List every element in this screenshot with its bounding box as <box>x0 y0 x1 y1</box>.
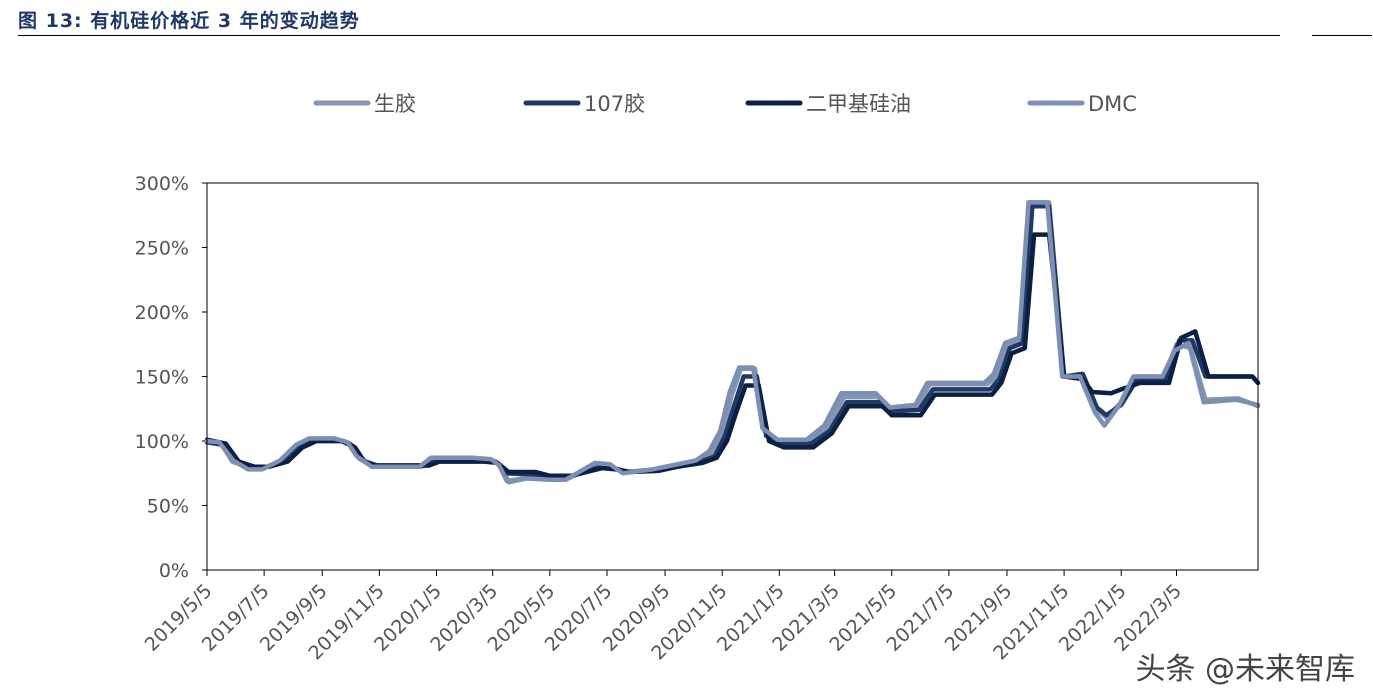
watermark: 头条 @未来智库 <box>1135 652 1355 687</box>
legend-label-2: 二甲基硅油 <box>806 92 911 116</box>
y-tick-label: 200% <box>135 302 189 324</box>
y-tick-label: 150% <box>135 367 189 389</box>
y-tick-label: 100% <box>135 431 189 453</box>
legend-label-1: 107胶 <box>584 92 645 116</box>
y-tick-label: 50% <box>147 496 189 518</box>
y-axis: 0% 50% 100% 150% 200% 250% 300% <box>135 173 207 582</box>
title-rule <box>18 35 1280 36</box>
title-rule-end <box>1312 35 1372 36</box>
series-line-1 <box>204 203 1261 480</box>
y-tick-label: 300% <box>135 173 189 195</box>
y-tick-label: 0% <box>159 560 189 582</box>
series-line-2 <box>204 232 1261 479</box>
series-line-3 <box>204 200 1261 484</box>
legend-label-0: 生胶 <box>374 92 416 116</box>
figure-title: 图 13: 有机硅价格近 3 年的变动趋势 <box>18 10 360 32</box>
plot-frame <box>206 182 1259 571</box>
chart-legend: 生胶 107胶 二甲基硅油 DMC <box>313 92 1137 116</box>
figure-header: 图 13: 有机硅价格近 3 年的变动趋势 <box>18 6 1372 36</box>
x-axis: 2019/5/52019/7/52019/9/52019/11/52020/1/… <box>141 570 1186 664</box>
series-lines <box>204 200 1261 485</box>
legend-label-3: DMC <box>1088 92 1137 116</box>
series-line-0 <box>204 200 1261 485</box>
y-tick-label: 250% <box>135 238 189 260</box>
